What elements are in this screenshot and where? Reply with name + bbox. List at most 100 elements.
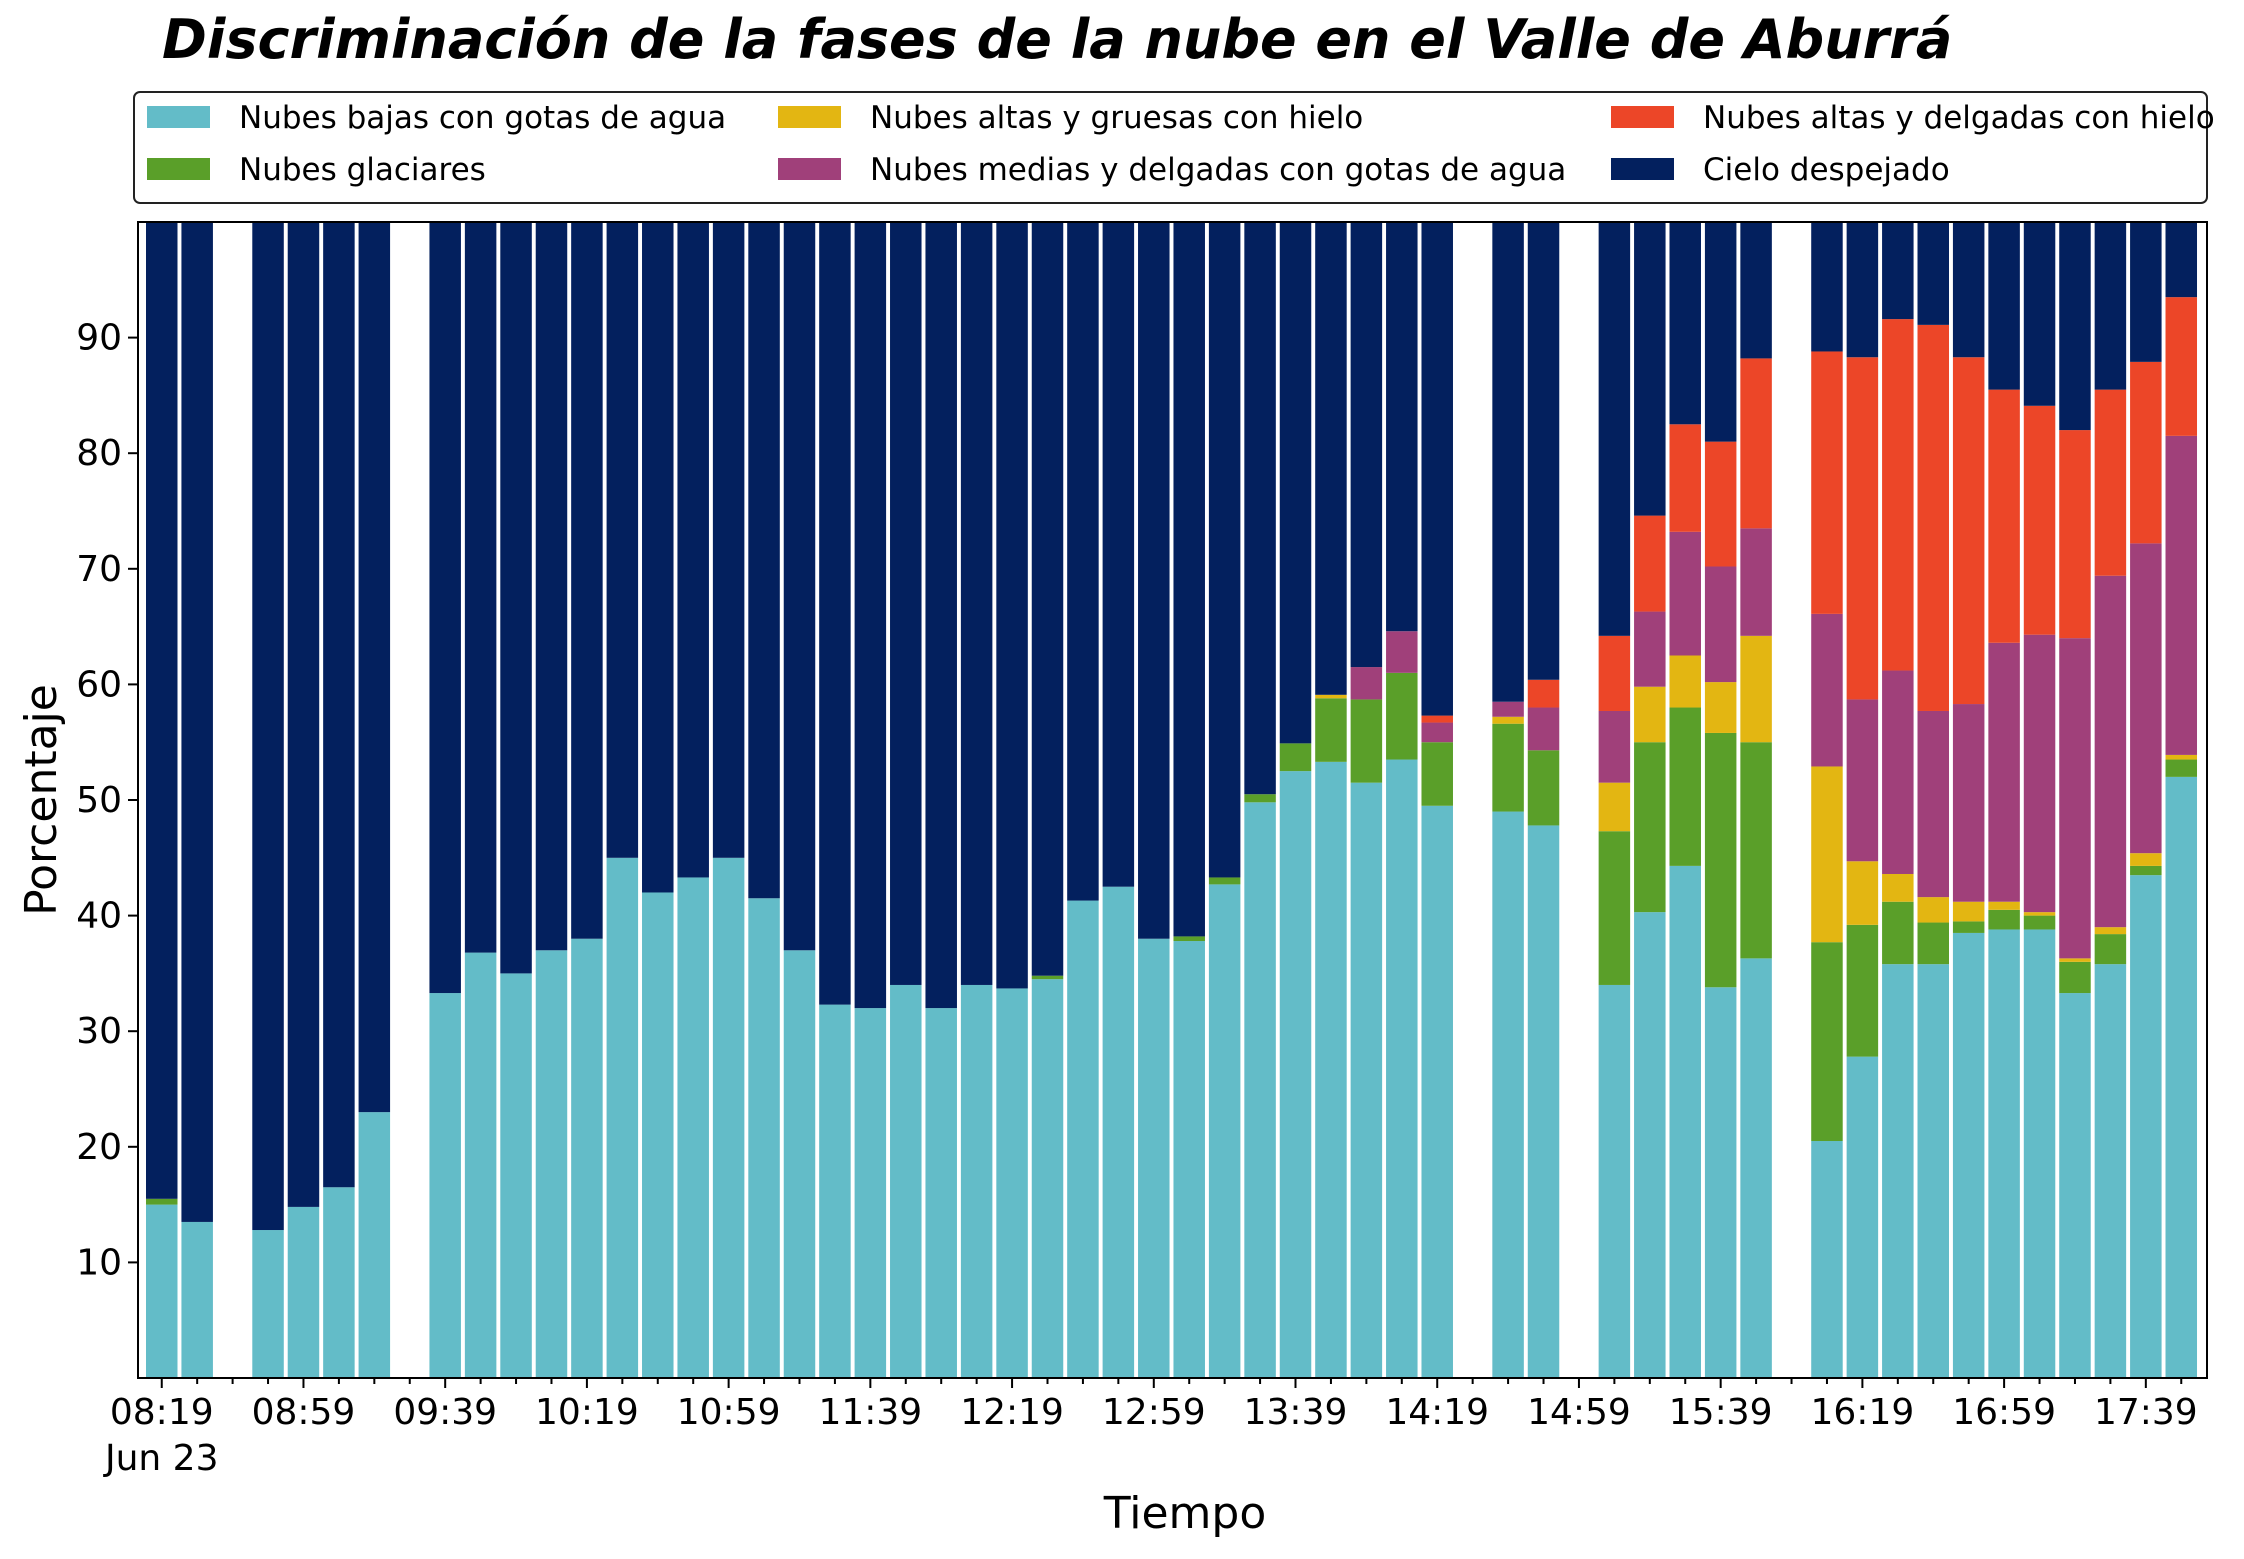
bar-segment-4-53 (2023, 405, 2056, 635)
y-tick-label: 10 (76, 1242, 122, 1283)
bar-segment-0-56 (2130, 875, 2162, 1378)
y-axis-label: Porcentaje (16, 684, 67, 916)
bar-segment-1-42 (1634, 742, 1666, 913)
bar-segment-5-15 (677, 222, 709, 878)
bar-segment-0-20 (854, 1008, 887, 1378)
bar-segment-0-48 (1846, 1056, 1879, 1378)
bar-segment-3-47 (1811, 613, 1843, 767)
bar-segment-3-34 (1350, 667, 1383, 700)
bar-segment-5-50 (1917, 222, 1949, 325)
bar-segment-5-44 (1704, 222, 1737, 442)
bar-segment-0-12 (571, 938, 603, 1378)
bar-segment-5-17 (748, 222, 780, 899)
bar-segment-5-9 (464, 222, 497, 953)
bar-segment-4-52 (1988, 389, 2020, 643)
legend-label-5: Cielo despejado (1703, 152, 1950, 188)
y-tick-label: 60 (76, 664, 122, 705)
legend-swatch-5 (1611, 158, 1674, 180)
bar-segment-3-48 (1846, 699, 1879, 862)
bar-segment-5-38 (1492, 222, 1524, 702)
x-tick-label: 10:19 (535, 1392, 639, 1433)
x-tick-label: 16:19 (1811, 1392, 1915, 1433)
bars (146, 222, 2198, 1378)
bar-segment-0-18 (783, 950, 816, 1378)
x-tick-label: 16:59 (1952, 1392, 2056, 1433)
bar-segment-0-30 (1208, 884, 1241, 1378)
bar-segment-1-0 (146, 1198, 178, 1205)
bar-segment-3-38 (1492, 701, 1524, 717)
legend-swatch-4 (1611, 106, 1674, 128)
bar-segment-0-10 (500, 973, 532, 1378)
bar-segment-5-12 (571, 222, 603, 939)
bar-segment-0-34 (1350, 782, 1383, 1378)
bar-segment-4-55 (2094, 389, 2127, 576)
bar-segment-1-35 (1386, 672, 1418, 760)
y-tick-label: 90 (76, 318, 122, 359)
bar-segment-5-27 (1102, 222, 1135, 887)
bar-segment-5-26 (1067, 222, 1099, 901)
bar-segment-0-11 (535, 950, 568, 1378)
bar-segment-2-55 (2094, 927, 2127, 935)
bar-segment-1-32 (1279, 743, 1312, 772)
bar-segment-4-36 (1421, 715, 1453, 723)
bar-segment-2-43 (1669, 655, 1701, 708)
bar-segment-0-19 (819, 1004, 851, 1378)
bar-segment-1-55 (2094, 934, 2127, 965)
bar-segment-3-55 (2094, 575, 2127, 928)
bar-segment-2-42 (1634, 686, 1666, 743)
bar-segment-5-16 (712, 222, 745, 858)
bar-segment-1-47 (1811, 942, 1843, 1142)
bar-segment-2-44 (1704, 682, 1737, 733)
bar-segment-5-36 (1421, 222, 1453, 716)
bar-segment-2-33 (1315, 694, 1347, 699)
bar-segment-3-52 (1988, 642, 2020, 902)
bar-segment-0-51 (1952, 932, 1985, 1378)
bar-segment-2-51 (1952, 901, 1985, 922)
y-tick-label: 80 (76, 433, 122, 474)
bar-segment-5-18 (783, 222, 816, 951)
bar-segment-4-44 (1704, 441, 1737, 567)
legend: Nubes bajas con gotas de agua Nubes glaci… (133, 91, 2215, 204)
bar-segment-3-36 (1421, 722, 1453, 743)
bar-segment-1-51 (1952, 921, 1985, 933)
bar-segment-4-42 (1634, 515, 1666, 612)
bar-segment-3-45 (1740, 528, 1772, 636)
bar-segment-5-22 (925, 222, 957, 1009)
legend-swatch-1 (147, 158, 210, 180)
bar-segment-0-8 (429, 993, 461, 1378)
bar-segment-0-43 (1669, 865, 1701, 1378)
x-tick-label: 08:59 (252, 1392, 356, 1433)
bar-segment-5-34 (1350, 222, 1383, 668)
y-tick-label: 30 (76, 1011, 122, 1052)
bar-segment-5-31 (1244, 222, 1276, 795)
bar-segment-0-28 (1138, 938, 1170, 1378)
bar-segment-0-45 (1740, 958, 1772, 1378)
bar-segment-0-23 (960, 984, 993, 1378)
legend-label-0: Nubes bajas con gotas de agua (239, 100, 726, 136)
bar-segment-4-56 (2130, 361, 2162, 544)
bar-segment-0-44 (1704, 987, 1737, 1378)
bar-segment-5-30 (1208, 222, 1241, 878)
bar-segment-2-47 (1811, 766, 1843, 943)
bar-segment-0-9 (464, 952, 497, 1378)
x-tick-label: 13:39 (1244, 1392, 1348, 1433)
bar-segment-2-45 (1740, 635, 1772, 743)
bar-segment-0-16 (712, 857, 745, 1378)
x-tick-label: 09:39 (393, 1392, 497, 1433)
bar-segment-5-19 (819, 222, 851, 1005)
x-tick-label: 10:59 (677, 1392, 781, 1433)
bar-segment-5-39 (1527, 222, 1560, 680)
bar-segment-1-53 (2023, 915, 2056, 930)
bar-segment-5-6 (358, 222, 391, 1113)
bar-segment-3-35 (1386, 631, 1418, 673)
bar-segment-0-0 (146, 1204, 178, 1378)
bar-segment-0-25 (1031, 979, 1064, 1378)
legend-swatch-3 (778, 158, 841, 180)
x-tick-label: 14:59 (1527, 1392, 1631, 1433)
legend-label-3: Nubes medias y delgadas con gotas de agu… (870, 152, 1566, 188)
bar-segment-5-1 (181, 222, 213, 1222)
bar-segment-4-45 (1740, 358, 1772, 529)
bar-segment-5-25 (1031, 222, 1064, 976)
x-tick-label: 08:19 (110, 1392, 214, 1433)
